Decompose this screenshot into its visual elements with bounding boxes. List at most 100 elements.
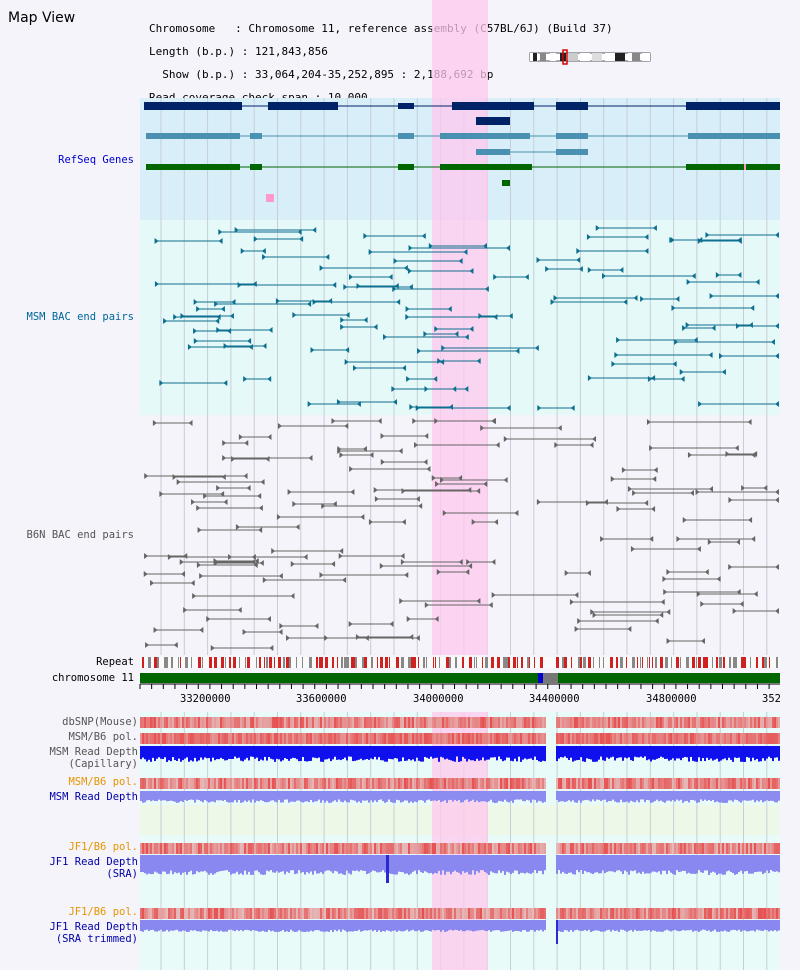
- heat-cell: [326, 843, 328, 854]
- msm-read-depth-sra-label[interactable]: MSM Read Depth: [49, 791, 138, 803]
- heat-cell: [716, 843, 718, 854]
- jf1-b6-pol-label-2[interactable]: JF1/B6 pol.: [68, 906, 138, 918]
- heat-cell: [610, 733, 612, 744]
- heat-cell: [510, 843, 512, 854]
- depth-bar: [598, 920, 600, 931]
- depth-bar: [618, 746, 620, 758]
- heat-cell: [340, 733, 342, 744]
- bac-end-marker: [415, 496, 420, 502]
- heat-cell: [772, 778, 774, 789]
- heat-cell: [358, 778, 360, 789]
- depth-bar: [348, 855, 350, 874]
- depth-bar: [330, 746, 332, 762]
- heat-cell: [404, 733, 406, 744]
- heat-cell: [170, 843, 172, 854]
- heat-cell: [400, 778, 402, 789]
- heat-cell: [148, 733, 150, 744]
- heat-cell: [542, 778, 544, 789]
- depth-bar: [624, 920, 626, 931]
- repeat-mark: [540, 657, 543, 668]
- jf1-b6-pol-label-1[interactable]: JF1/B6 pol.: [68, 841, 138, 853]
- heat-cell: [264, 733, 266, 744]
- bac-end-marker: [586, 234, 591, 240]
- heat-cell: [390, 908, 392, 919]
- msm-read-depth-capillary-label[interactable]: MSM Read Depth: [49, 746, 138, 758]
- bac-end-marker: [426, 466, 431, 472]
- depth-bar: [312, 791, 314, 803]
- heat-cell: [154, 778, 156, 789]
- heat-cell: [140, 733, 142, 744]
- heat-cell: [142, 733, 144, 744]
- depth-bar: [334, 855, 336, 871]
- heat-cell: [224, 908, 226, 919]
- b6n-bac-label[interactable]: B6N BAC end pairs: [26, 529, 134, 541]
- repeat-mark: [482, 657, 483, 668]
- heat-cell: [338, 778, 340, 789]
- bac-end-marker: [292, 312, 297, 318]
- depth-bar: [376, 855, 378, 873]
- bac-end-marker: [491, 592, 496, 598]
- msm-bac-label[interactable]: MSM BAC end pairs: [26, 311, 134, 323]
- jf1-read-depth-label-2[interactable]: JF1 Read Depth: [49, 921, 138, 933]
- heat-cell: [434, 717, 436, 728]
- depth-bar: [746, 920, 748, 932]
- heat-cell: [282, 733, 284, 744]
- jf1-read-depth-label-1[interactable]: JF1 Read Depth: [49, 856, 138, 868]
- heat-cell: [306, 843, 308, 854]
- depth-bar: [648, 791, 650, 801]
- depth-bar: [314, 746, 316, 758]
- depth-bar: [682, 855, 684, 871]
- heat-cell: [148, 908, 150, 919]
- heat-cell: [160, 733, 162, 744]
- repeat-mark: [364, 657, 367, 668]
- depth-bar: [208, 746, 210, 759]
- heat-cell: [260, 843, 262, 854]
- heat-cell: [544, 733, 546, 744]
- heat-cell: [302, 733, 304, 744]
- heat-cell: [744, 717, 746, 728]
- heat-cell: [170, 908, 172, 919]
- heat-cell: [470, 778, 472, 789]
- repeat-mark: [309, 657, 312, 668]
- depth-bar: [248, 791, 250, 801]
- depth-bar: [748, 920, 750, 932]
- heat-cell: [166, 908, 168, 919]
- heat-cell: [506, 908, 508, 919]
- heat-cell: [252, 908, 254, 919]
- depth-bar: [430, 746, 432, 757]
- depth-bar: [666, 920, 668, 930]
- heat-cell: [374, 908, 376, 919]
- heat-cell: [712, 717, 714, 728]
- msm-b6-pol-label-1[interactable]: MSM/B6 pol.: [68, 731, 138, 743]
- heat-cell: [614, 778, 616, 789]
- depth-bar: [640, 855, 642, 874]
- heat-cell: [308, 733, 310, 744]
- repeat-mark: [776, 657, 778, 668]
- repeat-mark: [660, 657, 663, 668]
- depth-bar: [584, 855, 586, 871]
- bac-end-marker: [736, 539, 741, 545]
- heat-cell: [654, 908, 656, 919]
- depth-bar: [668, 791, 670, 801]
- refseq-genes-label[interactable]: RefSeq Genes: [58, 154, 134, 166]
- heat-cell: [764, 733, 766, 744]
- bac-end-marker: [633, 295, 638, 301]
- heat-cell: [540, 717, 542, 728]
- depth-bar: [650, 920, 652, 932]
- heat-cell: [528, 908, 530, 919]
- heat-cell: [570, 843, 572, 854]
- dbsnp-label[interactable]: dbSNP(Mouse): [62, 716, 138, 728]
- bac-end-marker: [676, 536, 681, 542]
- msm-b6-pol-label-2[interactable]: MSM/B6 pol.: [68, 776, 138, 788]
- depth-bar: [450, 855, 452, 875]
- depth-bar: [764, 791, 766, 802]
- heat-cell: [646, 717, 648, 728]
- heat-cell: [262, 908, 264, 919]
- depth-bar: [616, 791, 618, 803]
- axis-tick-label: 33200000: [180, 693, 231, 705]
- heat-cell: [706, 843, 708, 854]
- heat-cell: [326, 908, 328, 919]
- heat-cell: [758, 843, 760, 854]
- heat-cell: [526, 778, 528, 789]
